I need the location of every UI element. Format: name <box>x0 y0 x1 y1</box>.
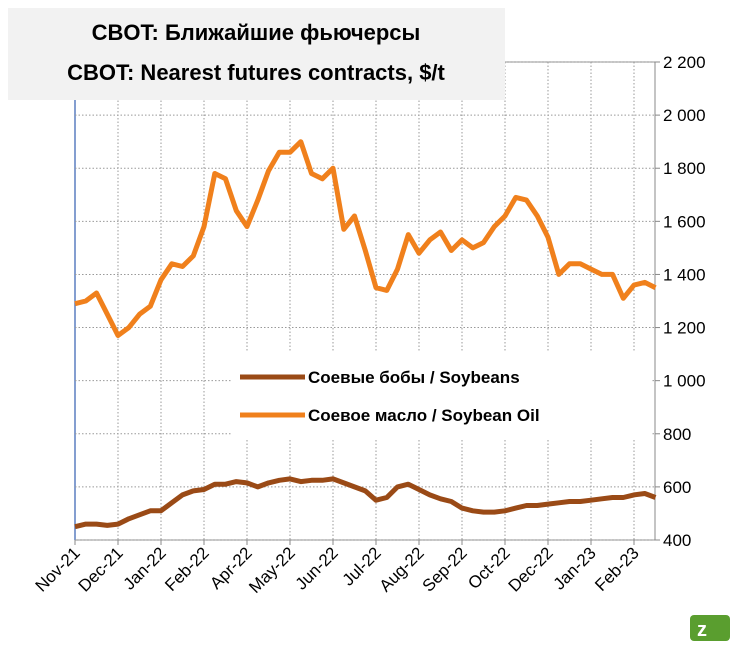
y-tick-label: 600 <box>663 478 691 497</box>
x-tick-label: Jan-22 <box>120 543 170 593</box>
legend-label: Соевое масло / Soybean Oil <box>308 406 540 425</box>
x-tick-label: Dec-21 <box>75 543 127 595</box>
chart-subtitle: CBOT: Nearest futures contracts, $/t <box>67 60 445 85</box>
x-tick-label: Dec-22 <box>505 543 557 595</box>
legend: Соевые бобы / Soybeans Соевое масло / Soy… <box>240 368 540 425</box>
legend-label: Соевые бобы / Soybeans <box>308 368 520 387</box>
x-tick-label: Sep-22 <box>419 543 471 595</box>
y-tick-label: 1 000 <box>663 372 706 391</box>
x-tick-label: Feb-23 <box>591 543 643 595</box>
x-tick-label: May-22 <box>245 543 299 597</box>
title-box <box>8 8 505 100</box>
y-tick-label: 800 <box>663 425 691 444</box>
y-tick-label: 1 800 <box>663 159 706 178</box>
plot-area <box>74 61 656 541</box>
y-tick-label: 1 400 <box>663 265 706 284</box>
lines <box>74 139 657 530</box>
series-line <box>74 139 657 338</box>
x-tick-label: Feb-22 <box>161 543 213 595</box>
y-tick-label: 2 000 <box>663 106 706 125</box>
x-tick-label: Aug-22 <box>376 543 428 595</box>
y-tick-label: 1 600 <box>663 212 706 231</box>
y-tick-label: 2 200 <box>663 53 706 72</box>
x-tick-label: Oct-22 <box>464 543 514 593</box>
logo: z <box>690 615 730 641</box>
svg-text:z: z <box>697 619 707 641</box>
x-tick-label: Nov-21 <box>32 543 84 595</box>
y-tick-label: 400 <box>663 531 691 550</box>
x-tick-label: Jun-22 <box>292 543 342 593</box>
series-line <box>74 476 657 530</box>
y-tick-label: 1 200 <box>663 319 706 338</box>
legend-box <box>232 352 652 440</box>
chart-title: CBOT: Ближайшие фьючерсы <box>92 20 421 45</box>
x-tick-label: Jan-23 <box>550 543 600 593</box>
